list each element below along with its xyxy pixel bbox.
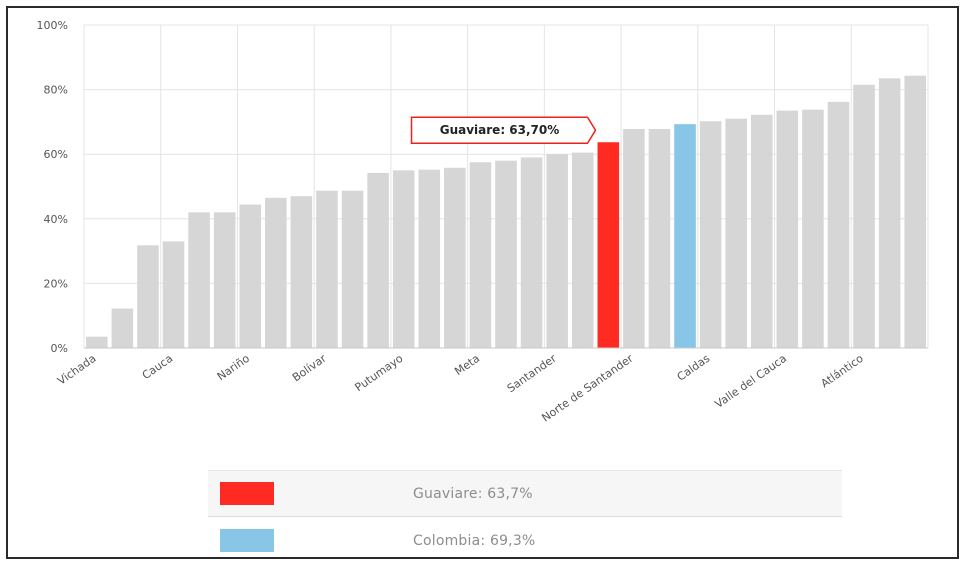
bar[interactable] (878, 78, 901, 349)
bar[interactable] (802, 109, 824, 348)
bar[interactable] (520, 157, 543, 348)
bars (86, 75, 926, 349)
x-tick-label: Nariño (215, 352, 252, 384)
bar[interactable] (392, 170, 415, 348)
x-tick-label: Caldas (675, 352, 713, 384)
x-tick-label: Cauca (140, 352, 175, 382)
bar[interactable] (367, 172, 389, 348)
bar[interactable] (827, 101, 850, 349)
legend-item-colombia: Colombia: 69,3% (208, 517, 842, 564)
legend-item-guaviare: Guaviare: 63,7% (208, 470, 842, 517)
bar[interactable] (162, 241, 185, 348)
bar[interactable] (469, 162, 492, 348)
bar[interactable] (137, 245, 159, 348)
y-tick-label: 40% (44, 213, 68, 226)
y-tick-label: 100% (37, 19, 68, 32)
bar[interactable] (648, 129, 671, 348)
legend: Guaviare: 63,7% Colombia: 69,3% (208, 470, 842, 566)
bar[interactable] (239, 204, 262, 348)
x-tick-label: Valle del Cauca (713, 352, 789, 411)
bar[interactable] (776, 110, 799, 348)
y-tick-label: 80% (44, 84, 68, 97)
bar[interactable] (853, 84, 875, 348)
x-tick-label: Bolívar (290, 352, 329, 385)
bar[interactable] (188, 212, 210, 348)
bar[interactable] (699, 121, 722, 348)
tooltip-box (410, 116, 597, 144)
x-tick-label: Atlántico (819, 352, 866, 391)
y-axis: 0% 20% 40% 60% 80% 100% (37, 19, 68, 355)
bar[interactable] (316, 190, 338, 348)
legend-swatch-colombia (220, 529, 274, 552)
x-tick-label: Vichada (55, 352, 98, 388)
bar[interactable] (546, 154, 568, 348)
bar[interactable] (623, 129, 645, 348)
bar[interactable] (265, 197, 287, 348)
bar[interactable] (904, 75, 926, 348)
bar[interactable] (290, 196, 313, 348)
y-tick-label: 60% (44, 148, 68, 161)
x-axis: Vichada Cauca Nariño Bolívar Putumayo Meta San… (55, 347, 928, 425)
x-tick-label: Putumayo (353, 352, 406, 395)
legend-swatch-guaviare (220, 482, 274, 505)
tooltip-label: Guaviare: 63,70% (440, 123, 560, 137)
gridlines (83, 24, 929, 348)
bar[interactable] (86, 336, 108, 348)
y-tick-label: 20% (44, 277, 68, 290)
bar[interactable] (111, 308, 134, 348)
y-tick-label: 0% (51, 342, 68, 355)
tooltip: Guaviare: 63,70% (410, 116, 597, 144)
legend-label-guaviare: Guaviare: 63,7% (413, 485, 533, 502)
bar[interactable] (750, 114, 773, 348)
x-tick-label: Meta (452, 352, 482, 378)
x-tick-label: Santander (505, 352, 560, 396)
bar[interactable] (341, 190, 364, 348)
bar[interactable] (213, 212, 236, 348)
bar[interactable] (597, 142, 620, 348)
bar[interactable] (674, 124, 696, 348)
bar[interactable] (571, 152, 594, 348)
bar[interactable] (418, 169, 441, 348)
bar[interactable] (725, 118, 747, 348)
bar[interactable] (495, 160, 517, 348)
bar-chart: 0% 20% 40% 60% 80% 100% Vichada Cauca Nariño Bol… (37, 19, 929, 425)
bar[interactable] (444, 167, 466, 348)
chart-frame: 0% 20% 40% 60% 80% 100% Vichada Cauca Nariño Bol… (6, 6, 959, 559)
legend-label-colombia: Colombia: 69,3% (413, 532, 536, 549)
